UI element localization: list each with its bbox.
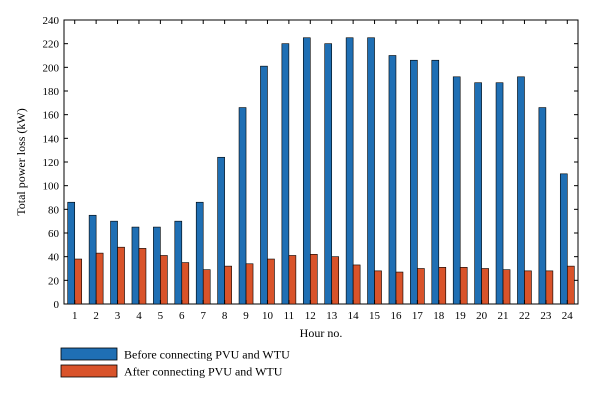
x-tick-label: 15: [369, 310, 381, 322]
bar-after-9: [245, 263, 254, 305]
legend-swatch-after: [60, 364, 118, 378]
x-tick-label: 6: [179, 310, 185, 322]
bar-before-4: [131, 226, 140, 305]
bar-before-6: [174, 220, 183, 305]
bar-after-8: [224, 265, 232, 305]
y-tick-label: 180: [43, 86, 60, 98]
bar-after-6: [181, 262, 190, 305]
bar-before-12: [302, 37, 311, 305]
bars-group: [67, 37, 575, 305]
x-tick-label: 8: [222, 310, 228, 322]
x-axis-ticks: 1 2 3 4 5 6 7 8 9 10 11 12 13 14 15 16 17 18 19 20 21 22 23 24: [72, 20, 573, 322]
x-tick-label: 7: [200, 310, 206, 322]
bar-after-12: [309, 254, 318, 305]
y-axis-title: Total power loss (kW): [14, 108, 28, 215]
bar-before-10: [260, 65, 268, 305]
bar-after-2: [95, 252, 104, 305]
x-tick-label: 1: [72, 310, 78, 322]
y-tick-label: 240: [43, 15, 60, 27]
y-tick-label: 60: [48, 228, 60, 240]
x-tick-label: 20: [476, 310, 488, 322]
y-tick-label: 40: [48, 252, 60, 264]
x-tick-label: 11: [284, 310, 295, 322]
x-tick-label: 10: [262, 310, 274, 322]
bar-before-18: [431, 59, 440, 305]
y-tick-label: 120: [43, 157, 60, 169]
x-tick-label: 12: [305, 310, 316, 322]
bar-after-16: [395, 271, 404, 305]
x-tick-label: 16: [390, 310, 402, 322]
bar-before-11: [281, 43, 290, 305]
y-tick-label: 100: [43, 181, 60, 193]
bar-after-4: [138, 248, 147, 305]
legend-swatch-before: [60, 347, 118, 361]
bar-after-14: [352, 264, 361, 305]
bar-after-15: [374, 270, 382, 305]
bar-after-13: [331, 256, 340, 305]
x-tick-label: 3: [115, 310, 121, 322]
bar-before-21: [495, 82, 504, 305]
x-tick-label: 9: [243, 310, 249, 322]
legend: Before connecting PVU and WTU After conn…: [60, 347, 290, 379]
bar-before-15: [367, 37, 375, 305]
bar-after-1: [74, 258, 83, 305]
x-tick-label: 14: [348, 310, 360, 322]
x-tick-label: 23: [540, 310, 552, 322]
x-tick-label: 2: [93, 310, 99, 322]
y-axis-ticks: 0 20 40 60 80 100 120 140 160 180 200 220 240: [43, 15, 578, 311]
bar-before-8: [217, 156, 225, 305]
x-tick-label: 5: [158, 310, 164, 322]
y-tick-label: 0: [54, 299, 60, 311]
bar-before-1: [67, 201, 76, 305]
bar-after-11: [288, 255, 297, 305]
bar-after-10: [267, 258, 275, 305]
bar-after-20: [481, 268, 489, 305]
bar-after-23: [545, 270, 554, 305]
y-tick-label: 80: [48, 204, 60, 216]
x-axis-title: Hour no.: [300, 326, 343, 340]
x-tick-label: 22: [519, 310, 530, 322]
bar-after-5: [160, 255, 168, 305]
bar-before-17: [410, 59, 418, 305]
y-tick-label: 200: [43, 62, 60, 74]
bar-before-7: [195, 201, 204, 305]
x-tick-label: 4: [136, 310, 142, 322]
bar-before-23: [538, 107, 547, 305]
y-tick-label: 140: [43, 133, 60, 145]
bar-before-24: [559, 173, 568, 305]
bar-after-21: [502, 269, 511, 305]
bar-after-18: [438, 267, 447, 305]
bar-after-22: [524, 270, 532, 305]
bar-before-3: [110, 220, 118, 305]
bar-after-7: [202, 269, 211, 305]
bar-after-24: [566, 265, 575, 305]
y-tick-label: 20: [48, 275, 60, 287]
bar-after-17: [417, 268, 425, 305]
bar-before-16: [388, 55, 397, 305]
bar-before-5: [153, 226, 161, 305]
x-tick-label: 19: [455, 310, 467, 322]
bar-after-19: [459, 267, 468, 305]
bar-before-22: [517, 76, 525, 305]
legend-label-after: After connecting PVU and WTU: [124, 365, 283, 379]
bar-before-19: [452, 76, 461, 305]
x-tick-label: 24: [562, 310, 574, 322]
legend-label-before: Before connecting PVU and WTU: [124, 348, 290, 362]
bar-before-14: [345, 37, 354, 305]
bar-before-20: [474, 82, 482, 305]
bar-before-2: [88, 214, 97, 305]
bar-before-13: [324, 43, 333, 305]
bar-after-3: [117, 246, 125, 305]
y-tick-label: 160: [43, 110, 60, 122]
x-tick-label: 13: [326, 310, 338, 322]
x-tick-label: 21: [498, 310, 509, 322]
y-tick-label: 220: [43, 39, 60, 51]
bar-before-9: [238, 107, 247, 305]
x-tick-label: 18: [433, 310, 445, 322]
x-tick-label: 17: [412, 310, 424, 322]
